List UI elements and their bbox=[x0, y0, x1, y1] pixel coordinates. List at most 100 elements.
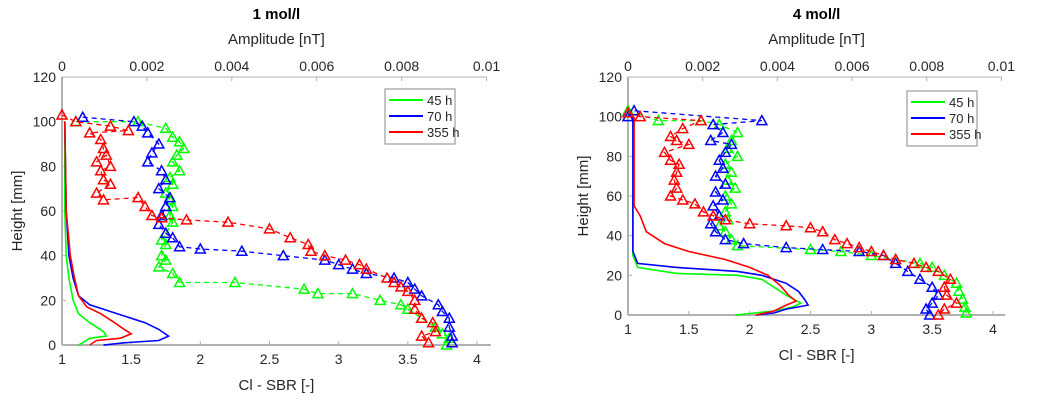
triangle-marker bbox=[104, 159, 117, 172]
triangle-marker bbox=[931, 264, 945, 277]
x-tick-label: 1 bbox=[58, 351, 66, 367]
triangle-marker bbox=[301, 237, 315, 250]
triangle-marker bbox=[166, 231, 179, 243]
triangle-marker bbox=[228, 275, 242, 288]
triangle-marker bbox=[394, 298, 408, 310]
amplitude-line-70h bbox=[64, 121, 171, 346]
triangle-marker bbox=[694, 114, 708, 126]
triangle-marker bbox=[725, 233, 738, 245]
triangle-marker bbox=[779, 241, 793, 253]
triangle-marker bbox=[704, 217, 718, 229]
triangle-marker bbox=[652, 114, 665, 126]
triangle-marker bbox=[373, 293, 387, 306]
triangle-marker bbox=[925, 260, 939, 273]
triangle-marker bbox=[422, 336, 435, 348]
y-tick-label: 0 bbox=[614, 307, 622, 323]
chart-title: 1 mol/l bbox=[253, 6, 301, 23]
triangle-marker bbox=[138, 199, 152, 212]
x-tick-label: 1 bbox=[624, 321, 632, 337]
triangle-marker bbox=[145, 146, 159, 158]
triangle-marker bbox=[938, 302, 951, 314]
triangle-marker bbox=[166, 155, 179, 167]
chart-panel-1mol: 1 1.5 2 2.5 3 3.5 40 0.002 0.004 0.006 0.008 0.0102… bbox=[9, 6, 500, 394]
triangle-marker bbox=[94, 164, 108, 176]
triangle-marker bbox=[99, 148, 113, 160]
x-tick-label: 2.5 bbox=[801, 321, 821, 337]
y-tick-label: 80 bbox=[40, 158, 56, 174]
y-tick-label: 40 bbox=[40, 248, 56, 264]
amplitude-line-70h bbox=[632, 116, 810, 316]
triangle-marker bbox=[69, 115, 83, 127]
triangle-marker bbox=[122, 124, 135, 136]
triangle-marker bbox=[141, 155, 155, 167]
triangle-marker bbox=[664, 189, 677, 201]
x2-tick-label: 0.008 bbox=[384, 58, 419, 74]
y-tick-label: 0 bbox=[48, 337, 56, 353]
triangle-marker bbox=[141, 126, 155, 138]
triangle-marker bbox=[728, 181, 742, 193]
triangle-marker bbox=[401, 302, 415, 315]
triangle-marker bbox=[76, 110, 90, 122]
triangle-marker bbox=[297, 282, 311, 294]
chart-title: 4 mol/l bbox=[793, 6, 841, 23]
triangle-marker bbox=[737, 237, 750, 249]
triangle-marker bbox=[415, 329, 428, 341]
triangle-marker bbox=[940, 288, 954, 300]
triangle-marker bbox=[97, 193, 110, 205]
triangle-marker bbox=[779, 219, 793, 231]
triangle-marker bbox=[387, 271, 401, 283]
triangle-marker bbox=[387, 275, 401, 288]
triangle-marker bbox=[840, 237, 854, 249]
triangle-marker bbox=[664, 129, 677, 142]
triangle-marker bbox=[163, 193, 177, 205]
triangle-marker bbox=[667, 173, 681, 185]
triangle-marker bbox=[152, 217, 166, 230]
y-tick-label: 20 bbox=[40, 292, 56, 308]
triangle-marker bbox=[901, 264, 915, 277]
triangle-marker bbox=[426, 316, 440, 328]
triangle-marker bbox=[360, 262, 373, 274]
triangle-marker bbox=[180, 213, 193, 225]
triangle-marker bbox=[688, 197, 702, 209]
x-tick-label: 2 bbox=[196, 351, 204, 367]
x2-axis-label: Amplitude [nT] bbox=[228, 31, 325, 48]
triangle-marker bbox=[670, 165, 683, 177]
triangle-marker bbox=[445, 329, 459, 341]
triangle-marker bbox=[719, 145, 732, 158]
triangle-marker bbox=[346, 287, 359, 299]
x-tick-label: 4 bbox=[989, 321, 997, 337]
triangle-marker bbox=[709, 169, 722, 181]
triangle-marker bbox=[923, 308, 937, 320]
triangle-marker bbox=[166, 130, 179, 143]
triangle-marker bbox=[697, 205, 710, 217]
amplitude-line-355h bbox=[64, 121, 133, 346]
triangle-marker bbox=[90, 186, 103, 198]
triangle-marker bbox=[709, 185, 722, 197]
triangle-marker bbox=[716, 193, 730, 205]
triangle-marker bbox=[415, 289, 428, 301]
triangle-marker bbox=[676, 122, 690, 134]
triangle-marker bbox=[104, 119, 117, 131]
triangle-marker bbox=[950, 296, 963, 308]
triangle-marker bbox=[725, 133, 738, 146]
triangle-marker bbox=[731, 125, 744, 138]
triangle-marker bbox=[353, 258, 366, 270]
legend-entry: 355 h bbox=[427, 125, 460, 140]
x-tick-label: 3 bbox=[867, 321, 875, 337]
triangle-marker bbox=[706, 199, 720, 211]
triangle-marker bbox=[194, 242, 207, 254]
triangle-marker bbox=[712, 153, 726, 166]
triangle-marker bbox=[177, 141, 191, 154]
x-tick-label: 3.5 bbox=[398, 351, 418, 367]
triangle-marker bbox=[155, 233, 168, 245]
sbr-dashed-line-70h bbox=[627, 110, 940, 316]
triangle-marker bbox=[925, 296, 939, 308]
triangle-marker bbox=[719, 177, 732, 189]
triangle-marker bbox=[816, 225, 829, 237]
triangle-marker bbox=[97, 173, 110, 185]
triangle-marker bbox=[94, 132, 108, 145]
x2-tick-label: 0.008 bbox=[909, 58, 944, 74]
x2-tick-label: 0.01 bbox=[988, 58, 1015, 74]
triangle-marker bbox=[311, 287, 325, 299]
